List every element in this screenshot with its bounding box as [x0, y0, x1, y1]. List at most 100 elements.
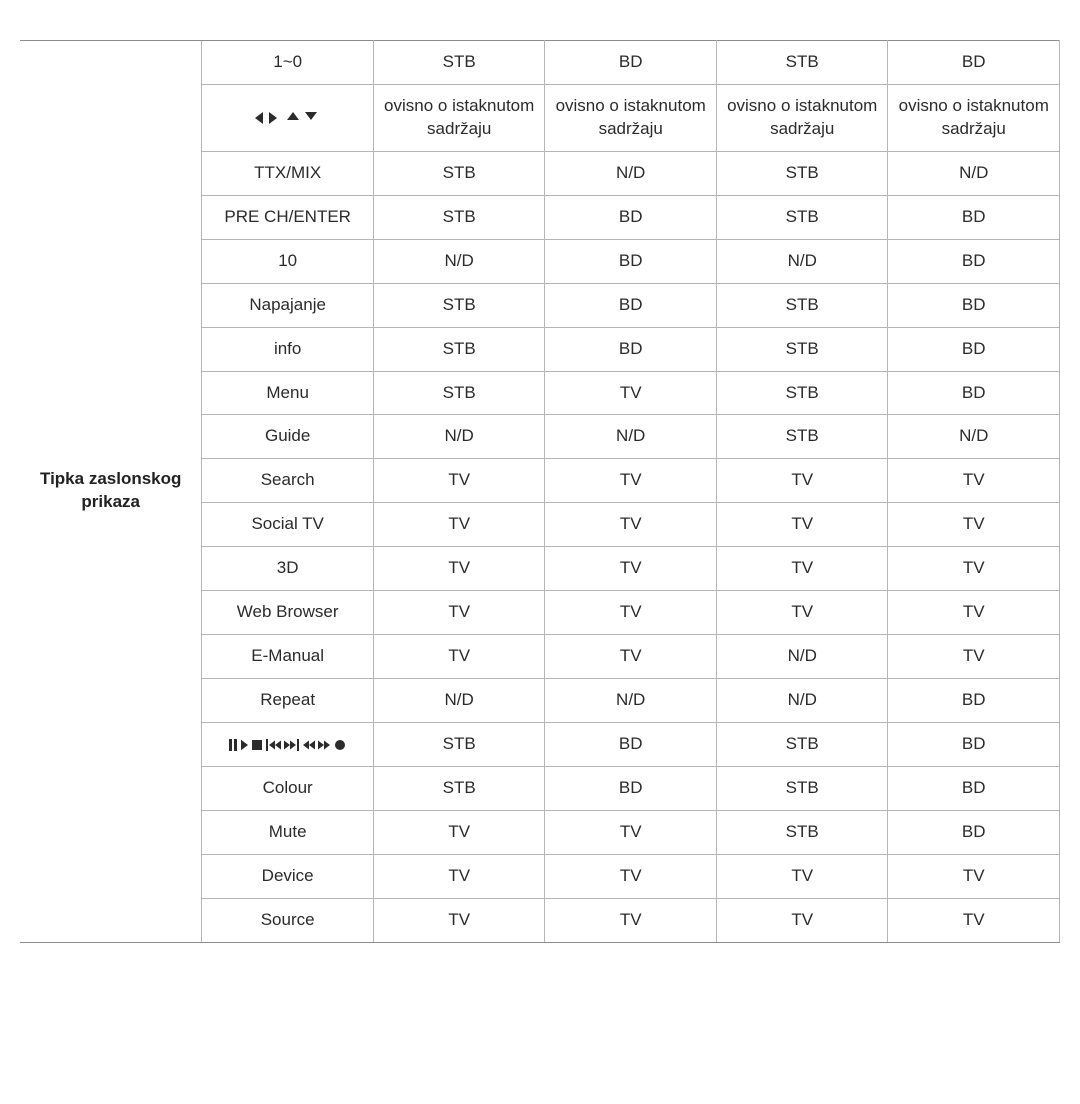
value-cell: ovisno o istaknutom sadržaju [373, 84, 545, 151]
key-label: Search [202, 459, 374, 503]
value-cell: N/D [373, 239, 545, 283]
value-cell: TV [545, 635, 717, 679]
row-header: Tipka zaslonskog prikaza [20, 41, 202, 943]
value-cell: N/D [716, 239, 888, 283]
value-cell: TV [888, 547, 1060, 591]
playback-controls-icon [202, 723, 374, 767]
key-label: Colour [202, 766, 374, 810]
value-cell: STB [716, 766, 888, 810]
key-label: Menu [202, 371, 374, 415]
value-cell: N/D [888, 151, 1060, 195]
value-cell: STB [716, 41, 888, 85]
value-cell: BD [545, 327, 717, 371]
value-cell: TV [545, 503, 717, 547]
key-label: Web Browser [202, 591, 374, 635]
value-cell: TV [545, 547, 717, 591]
value-cell: N/D [373, 415, 545, 459]
value-cell: STB [373, 766, 545, 810]
key-label: 3D [202, 547, 374, 591]
key-label: Source [202, 898, 374, 942]
key-label: 1~0 [202, 41, 374, 85]
value-cell: TV [373, 635, 545, 679]
key-label: 10 [202, 239, 374, 283]
value-cell: TV [716, 898, 888, 942]
key-label: Guide [202, 415, 374, 459]
value-cell: STB [373, 195, 545, 239]
value-cell: TV [373, 547, 545, 591]
value-cell: N/D [545, 679, 717, 723]
value-cell: BD [545, 766, 717, 810]
value-cell: STB [373, 151, 545, 195]
value-cell: TV [373, 591, 545, 635]
value-cell: STB [716, 327, 888, 371]
key-label: PRE CH/ENTER [202, 195, 374, 239]
value-cell: STB [373, 283, 545, 327]
value-cell: STB [716, 723, 888, 767]
value-cell: ovisno o istaknutom sadržaju [545, 84, 717, 151]
value-cell: N/D [716, 635, 888, 679]
value-cell: TV [716, 547, 888, 591]
value-cell: STB [716, 283, 888, 327]
value-cell: TV [888, 591, 1060, 635]
value-cell: TV [716, 459, 888, 503]
value-cell: BD [888, 327, 1060, 371]
value-cell: TV [373, 503, 545, 547]
value-cell: TV [545, 371, 717, 415]
value-cell: TV [373, 854, 545, 898]
value-cell: N/D [545, 151, 717, 195]
value-cell: BD [888, 810, 1060, 854]
value-cell: STB [716, 195, 888, 239]
table-row: Tipka zaslonskog prikaza1~0STBBDSTBBD [20, 41, 1060, 85]
value-cell: TV [373, 810, 545, 854]
key-label: TTX/MIX [202, 151, 374, 195]
remote-keys-table: Tipka zaslonskog prikaza1~0STBBDSTBBDovi… [20, 40, 1060, 943]
value-cell: BD [545, 195, 717, 239]
value-cell: BD [888, 239, 1060, 283]
key-label: Social TV [202, 503, 374, 547]
value-cell: N/D [545, 415, 717, 459]
value-cell: TV [545, 810, 717, 854]
value-cell: BD [545, 723, 717, 767]
value-cell: TV [888, 459, 1060, 503]
value-cell: STB [373, 723, 545, 767]
value-cell: STB [716, 810, 888, 854]
value-cell: BD [888, 283, 1060, 327]
value-cell: TV [888, 854, 1060, 898]
value-cell: STB [716, 415, 888, 459]
value-cell: BD [888, 766, 1060, 810]
key-label: E-Manual [202, 635, 374, 679]
value-cell: BD [888, 195, 1060, 239]
value-cell: STB [716, 371, 888, 415]
value-cell: BD [545, 283, 717, 327]
value-cell: TV [373, 898, 545, 942]
key-label: Repeat [202, 679, 374, 723]
value-cell: TV [545, 591, 717, 635]
value-cell: N/D [373, 679, 545, 723]
value-cell: TV [888, 635, 1060, 679]
value-cell: BD [545, 239, 717, 283]
value-cell: BD [888, 41, 1060, 85]
value-cell: BD [888, 723, 1060, 767]
value-cell: TV [373, 459, 545, 503]
value-cell: TV [545, 898, 717, 942]
key-label: Mute [202, 810, 374, 854]
value-cell: STB [716, 151, 888, 195]
value-cell: BD [888, 371, 1060, 415]
value-cell: BD [888, 679, 1060, 723]
value-cell: TV [888, 898, 1060, 942]
value-cell: TV [545, 854, 717, 898]
value-cell: STB [373, 371, 545, 415]
value-cell: ovisno o istaknutom sadržaju [888, 84, 1060, 151]
value-cell: STB [373, 41, 545, 85]
value-cell: TV [716, 591, 888, 635]
value-cell: STB [373, 327, 545, 371]
value-cell: TV [716, 854, 888, 898]
value-cell: N/D [888, 415, 1060, 459]
value-cell: ovisno o istaknutom sadržaju [716, 84, 888, 151]
value-cell: N/D [716, 679, 888, 723]
key-label: Device [202, 854, 374, 898]
key-label: info [202, 327, 374, 371]
value-cell: BD [545, 41, 717, 85]
value-cell: TV [545, 459, 717, 503]
value-cell: TV [888, 503, 1060, 547]
